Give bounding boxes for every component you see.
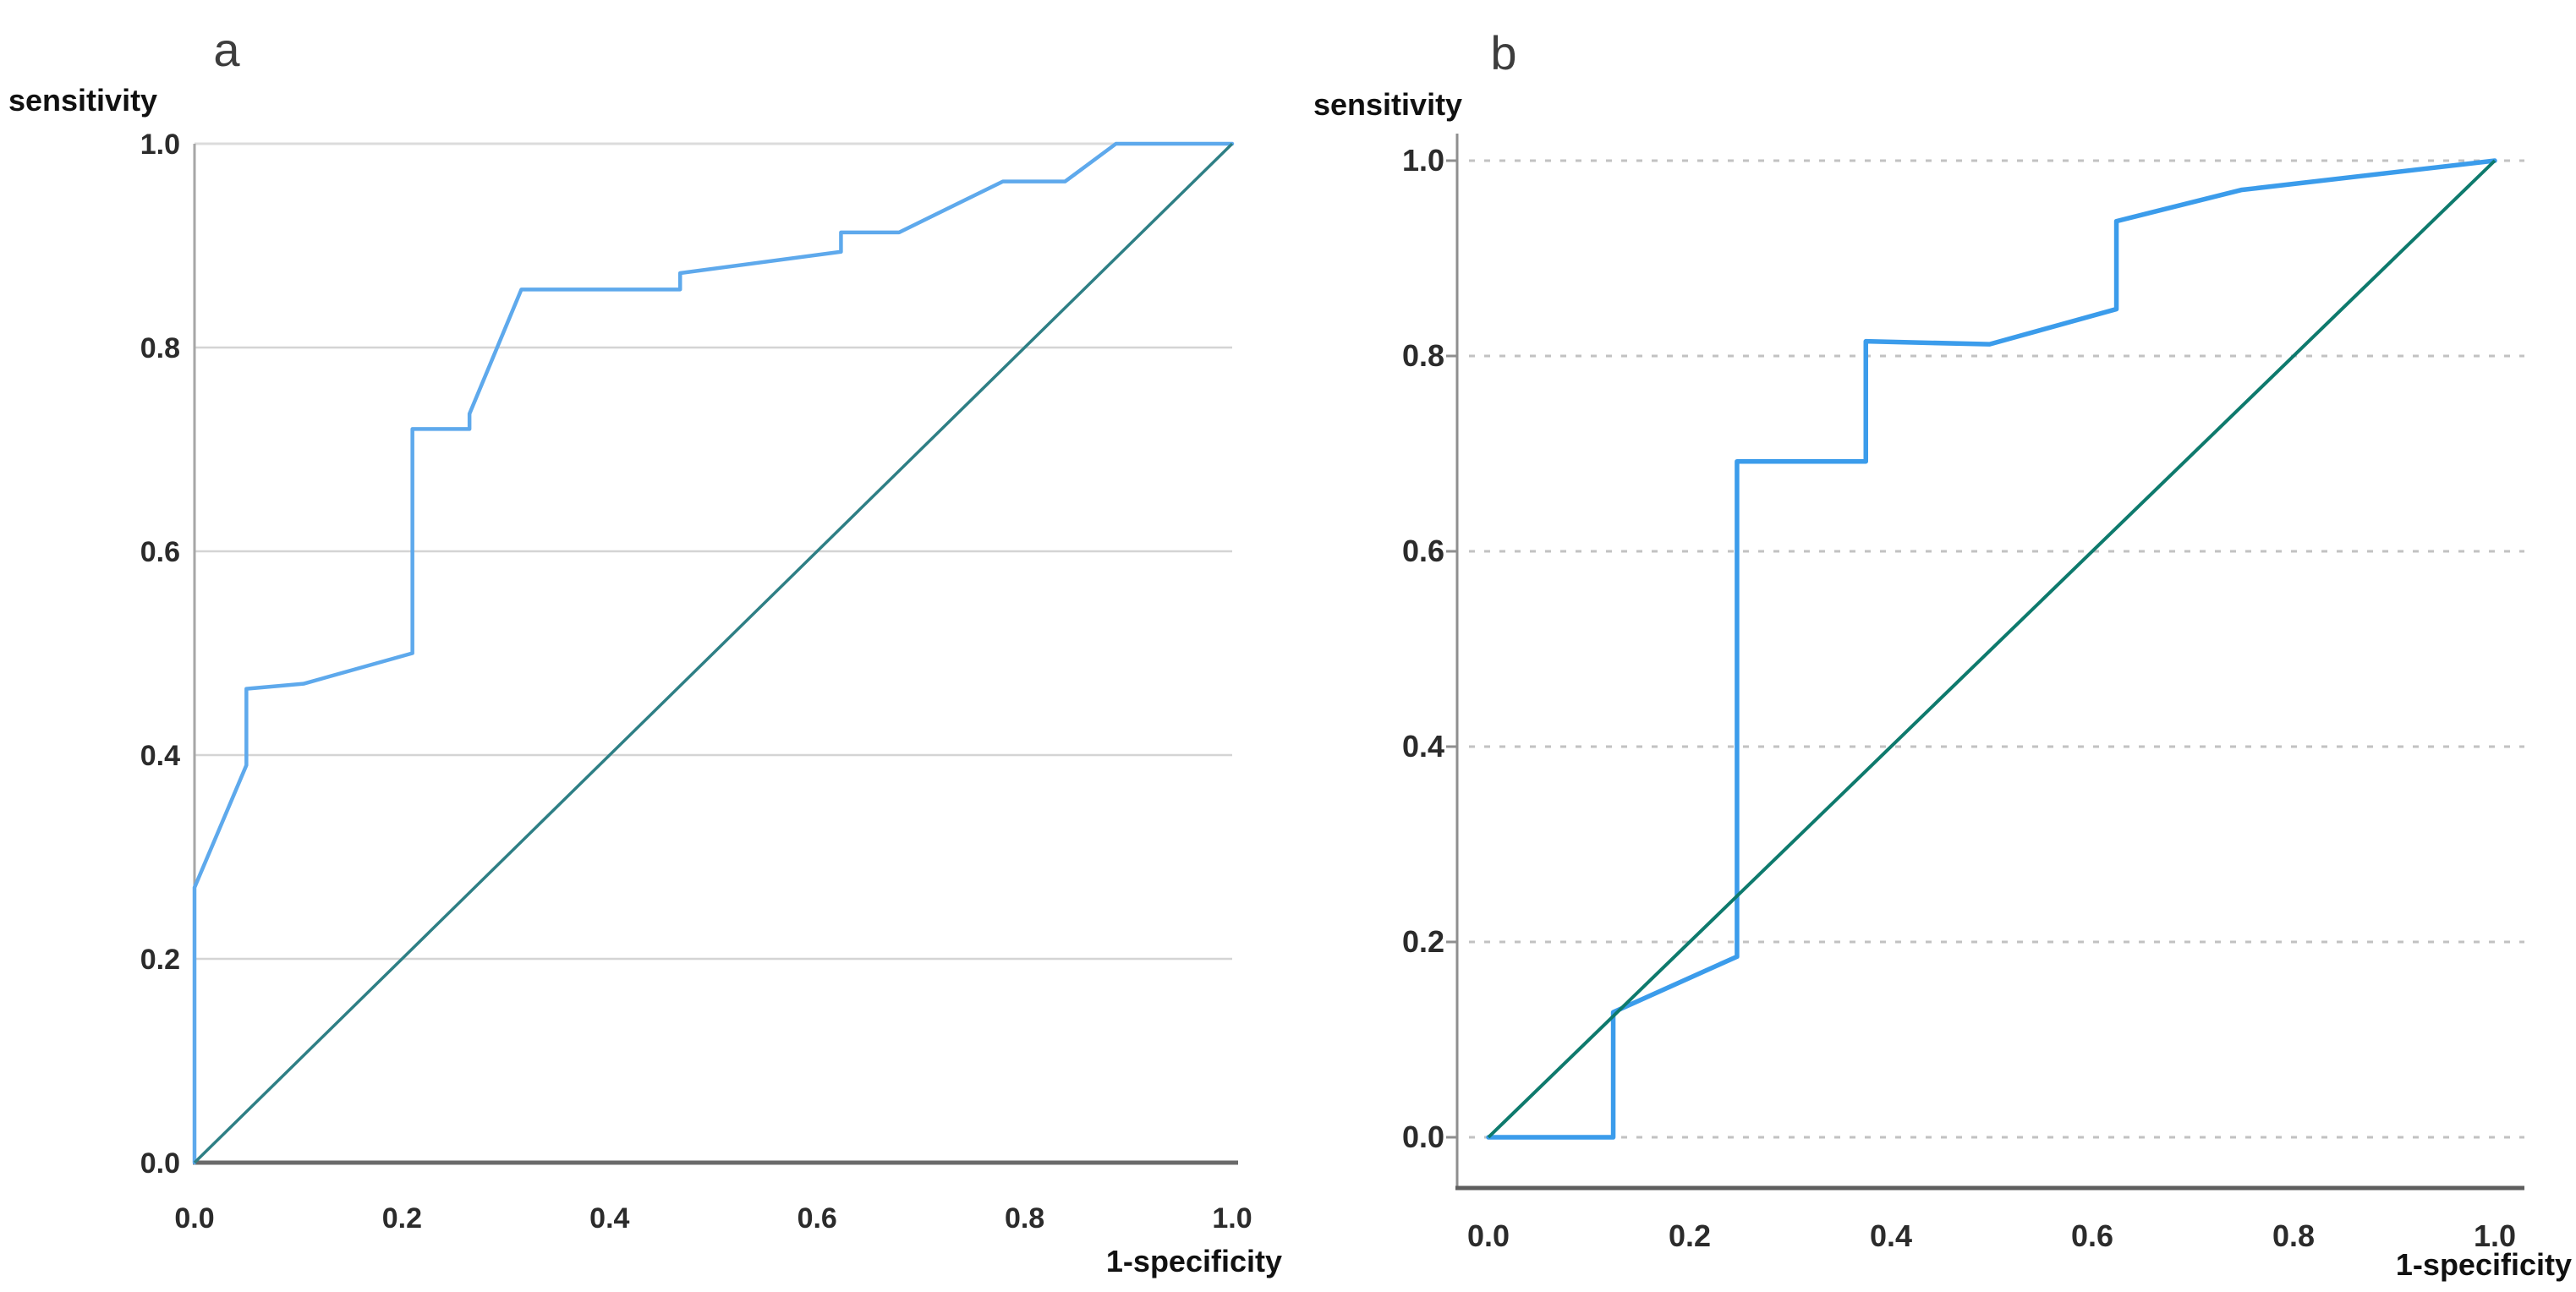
reference-diagonal	[1487, 159, 2497, 1139]
y-tick-label: 0.0	[1402, 1120, 1444, 1154]
roc-curve	[192, 141, 1235, 1165]
x-tick-label: 0.6	[2071, 1218, 2113, 1253]
y-axis-title: sensitivity	[1313, 87, 1462, 122]
x-tick-label: 1.0	[1212, 1202, 1252, 1235]
y-tick-label: 0.8	[1402, 338, 1444, 373]
x-tick-label: 0.2	[1669, 1218, 1711, 1253]
panel-label: a	[213, 23, 240, 76]
y-tick-label: 1.0	[1402, 143, 1444, 178]
y-tick-label: 0.6	[1402, 534, 1444, 568]
y-tick-label: 0.4	[140, 740, 180, 772]
x-tick-label: 0.2	[382, 1202, 422, 1235]
x-tick-label: 0.4	[1870, 1218, 1912, 1253]
reference-diagonal	[193, 142, 1234, 1164]
y-tick-label: 0.2	[1402, 924, 1444, 959]
roc-panel-a: 0.0 0.2 0.4 0.6 0.8 1.0 0.0 0.2 0.4 0.6 0.8 1.0 sens…	[8, 23, 1282, 1278]
roc-chart-a-svg: 0.0 0.2 0.4 0.6 0.8 1.0 0.0 0.2 0.4 0.6 0.8 1.0 sens…	[8, 23, 1282, 1278]
x-tick-label: 0.0	[174, 1202, 214, 1235]
y-tick-label: 0.4	[1402, 729, 1444, 764]
x-tick-label: 0.8	[2272, 1218, 2315, 1253]
roc-curve	[1486, 158, 2497, 1140]
y-tick-label: 0.2	[140, 944, 180, 976]
x-tick-label: 0.4	[589, 1202, 629, 1235]
y-tick-label: 0.0	[140, 1147, 180, 1180]
y-tick-label: 0.8	[140, 332, 180, 364]
x-axis-title: 1-specificity	[1106, 1244, 1282, 1278]
y-tick-label: 1.0	[140, 129, 180, 161]
x-tick-label: 0.6	[797, 1202, 837, 1235]
x-tick-label: 0.8	[1005, 1202, 1044, 1235]
roc-panel-b: 0.0 0.2 0.4 0.6 0.8 1.0 0.0 0.2 0.4 0.6 0.8 1.0 sens…	[1288, 0, 2576, 1292]
x-tick-label: 0.0	[1467, 1218, 1510, 1253]
roc-chart-b-svg: 0.0 0.2 0.4 0.6 0.8 1.0 0.0 0.2 0.4 0.6 0.8 1.0 sens…	[1313, 26, 2572, 1282]
y-tick-label: 0.6	[140, 536, 180, 568]
x-axis-title: 1-specificity	[2396, 1247, 2572, 1282]
y-axis-title: sensitivity	[8, 83, 157, 118]
x-tick-label: 1.0	[2474, 1218, 2516, 1253]
panel-label: b	[1490, 26, 1516, 79]
